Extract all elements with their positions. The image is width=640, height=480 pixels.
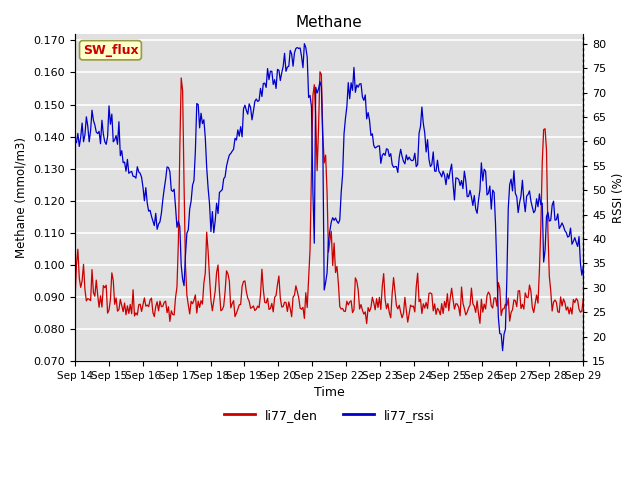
Y-axis label: RSSI (%): RSSI (%) (612, 172, 625, 223)
X-axis label: Time: Time (314, 386, 344, 399)
Text: SW_flux: SW_flux (83, 44, 138, 57)
Legend: li77_den, li77_rssi: li77_den, li77_rssi (218, 404, 440, 427)
Y-axis label: Methane (mmol/m3): Methane (mmol/m3) (15, 137, 28, 258)
Title: Methane: Methane (296, 15, 362, 30)
